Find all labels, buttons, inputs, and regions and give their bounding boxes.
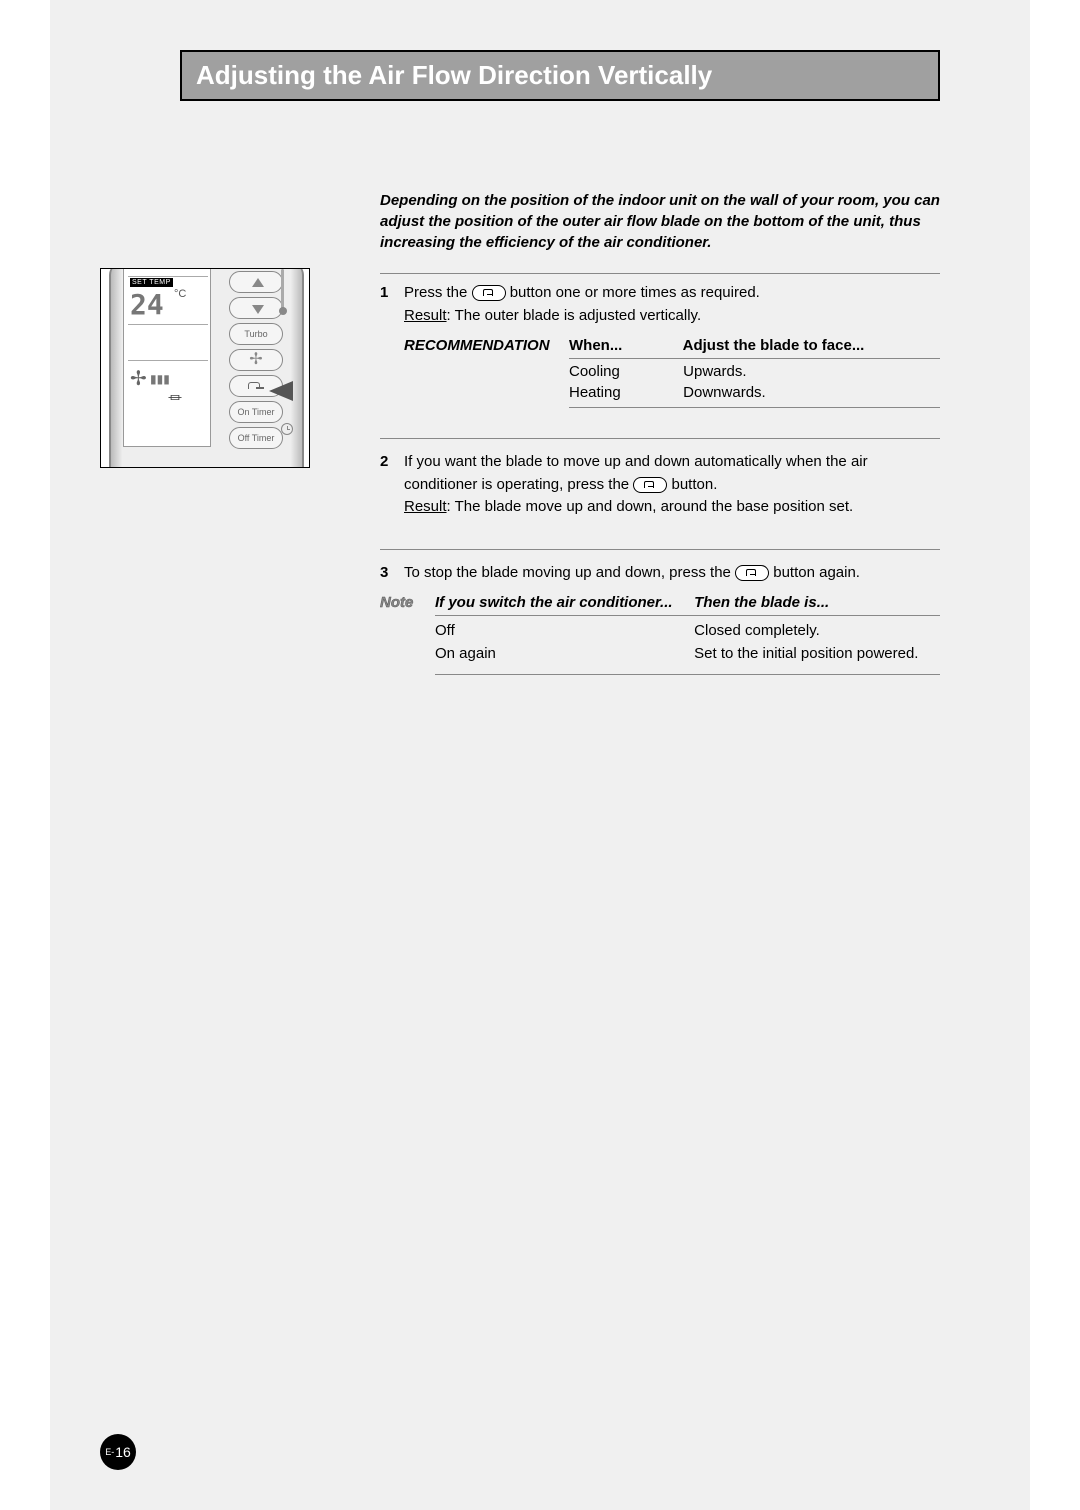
page-number-badge: E-16 (100, 1434, 136, 1470)
on-timer-button[interactable]: On Timer (229, 401, 283, 423)
result-text: : The blade move up and down, around the… (447, 498, 854, 515)
divider (435, 674, 940, 675)
step-1: 1 Press the button one or more times as … (380, 282, 940, 327)
cell-face: Upwards. (683, 363, 746, 380)
step-3: 3 To stop the blade moving up and down, … (380, 562, 940, 585)
table-row: Off Closed completely. (435, 616, 940, 639)
note-label: Note (380, 594, 435, 675)
step-number: 1 (380, 282, 404, 327)
fan-button[interactable] (229, 349, 283, 371)
recommendation-table: When... Adjust the blade to face... Cool… (569, 337, 940, 408)
table-row: On again Set to the initial position pow… (435, 639, 940, 662)
screen-divider (128, 276, 208, 277)
result-text: : The outer blade is adjusted vertically… (447, 307, 702, 324)
divider (380, 549, 940, 550)
swing-button-icon (633, 477, 667, 493)
step-body: Press the button one or more times as re… (404, 282, 940, 327)
step-number: 2 (380, 451, 404, 519)
fan-icon: ✢ (130, 366, 147, 391)
swing-button-icon (735, 565, 769, 581)
cell-if: On again (435, 645, 690, 662)
cell-then: Set to the initial position powered. (694, 645, 918, 662)
step-text-post: button one or more times as required. (510, 284, 760, 301)
divider (380, 438, 940, 439)
cell-if: Off (435, 622, 690, 639)
step-text-post: button. (671, 476, 717, 493)
swing-button-icon (472, 285, 506, 301)
callout-pointer-icon (269, 381, 293, 401)
intro-text: Depending on the position of the indoor … (380, 190, 940, 253)
swing-indicator-icon: ⏛ (168, 388, 182, 408)
step-text-pre: To stop the blade moving up and down, pr… (404, 564, 735, 581)
result-label: Result (404, 498, 447, 515)
cell-when: Cooling (569, 363, 679, 380)
title-bar: Adjusting the Air Flow Direction Vertica… (180, 50, 940, 101)
step-text-post: button again. (773, 564, 860, 581)
step-body: To stop the blade moving up and down, pr… (404, 562, 940, 585)
col-adjust: Adjust the blade to face... (683, 337, 865, 354)
page-prefix: E- (105, 1447, 114, 1457)
step-body: If you want the blade to move up and dow… (404, 451, 940, 519)
signal-bars-icon: ▮▮▮ (150, 372, 170, 386)
step-number: 3 (380, 562, 404, 585)
remote-illustration: SET TEMP 24 °C ✢ ▮▮▮ ⏛ Turbo On Timer Of… (100, 268, 310, 468)
set-temp-label: SET TEMP (130, 278, 173, 287)
page-num: 16 (115, 1444, 131, 1460)
recommendation-block: RECOMMENDATION When... Adjust the blade … (404, 337, 940, 408)
recommendation-label: RECOMMENDATION (404, 337, 569, 408)
screen-divider (128, 360, 208, 361)
divider (380, 273, 940, 274)
note-table: If you switch the air conditioner... The… (435, 594, 940, 675)
col-when: When... (569, 337, 679, 354)
temp-up-button[interactable] (229, 271, 283, 293)
remote-screen: SET TEMP 24 °C ✢ ▮▮▮ ⏛ (123, 268, 211, 447)
temp-down-button[interactable] (229, 297, 283, 319)
col-if: If you switch the air conditioner... (435, 594, 690, 611)
table-header-row: If you switch the air conditioner... The… (435, 594, 940, 616)
cell-when: Heating (569, 384, 679, 401)
deg-c: °C (174, 288, 186, 300)
table-row: Cooling Upwards. (569, 359, 940, 380)
cell-then: Closed completely. (694, 622, 820, 639)
off-timer-button[interactable]: Off Timer (229, 427, 283, 449)
cell-face: Downwards. (683, 384, 766, 401)
note-block: Note If you switch the air conditioner..… (380, 594, 940, 675)
result-label: Result (404, 307, 447, 324)
step-2: 2 If you want the blade to move up and d… (380, 451, 940, 519)
clock-icon (281, 423, 293, 435)
page-title: Adjusting the Air Flow Direction Vertica… (196, 60, 924, 91)
content-area: Depending on the position of the indoor … (380, 190, 940, 675)
screen-divider (128, 324, 208, 325)
thermometer-icon (279, 269, 287, 319)
col-then: Then the blade is... (694, 594, 829, 611)
table-header-row: When... Adjust the blade to face... (569, 337, 940, 359)
table-row: Heating Downwards. (569, 380, 940, 408)
step-text-pre: Press the (404, 284, 472, 301)
temp-value: 24 (130, 288, 164, 321)
remote-body: SET TEMP 24 °C ✢ ▮▮▮ ⏛ Turbo On Timer Of… (109, 268, 304, 468)
turbo-button[interactable]: Turbo (229, 323, 283, 345)
